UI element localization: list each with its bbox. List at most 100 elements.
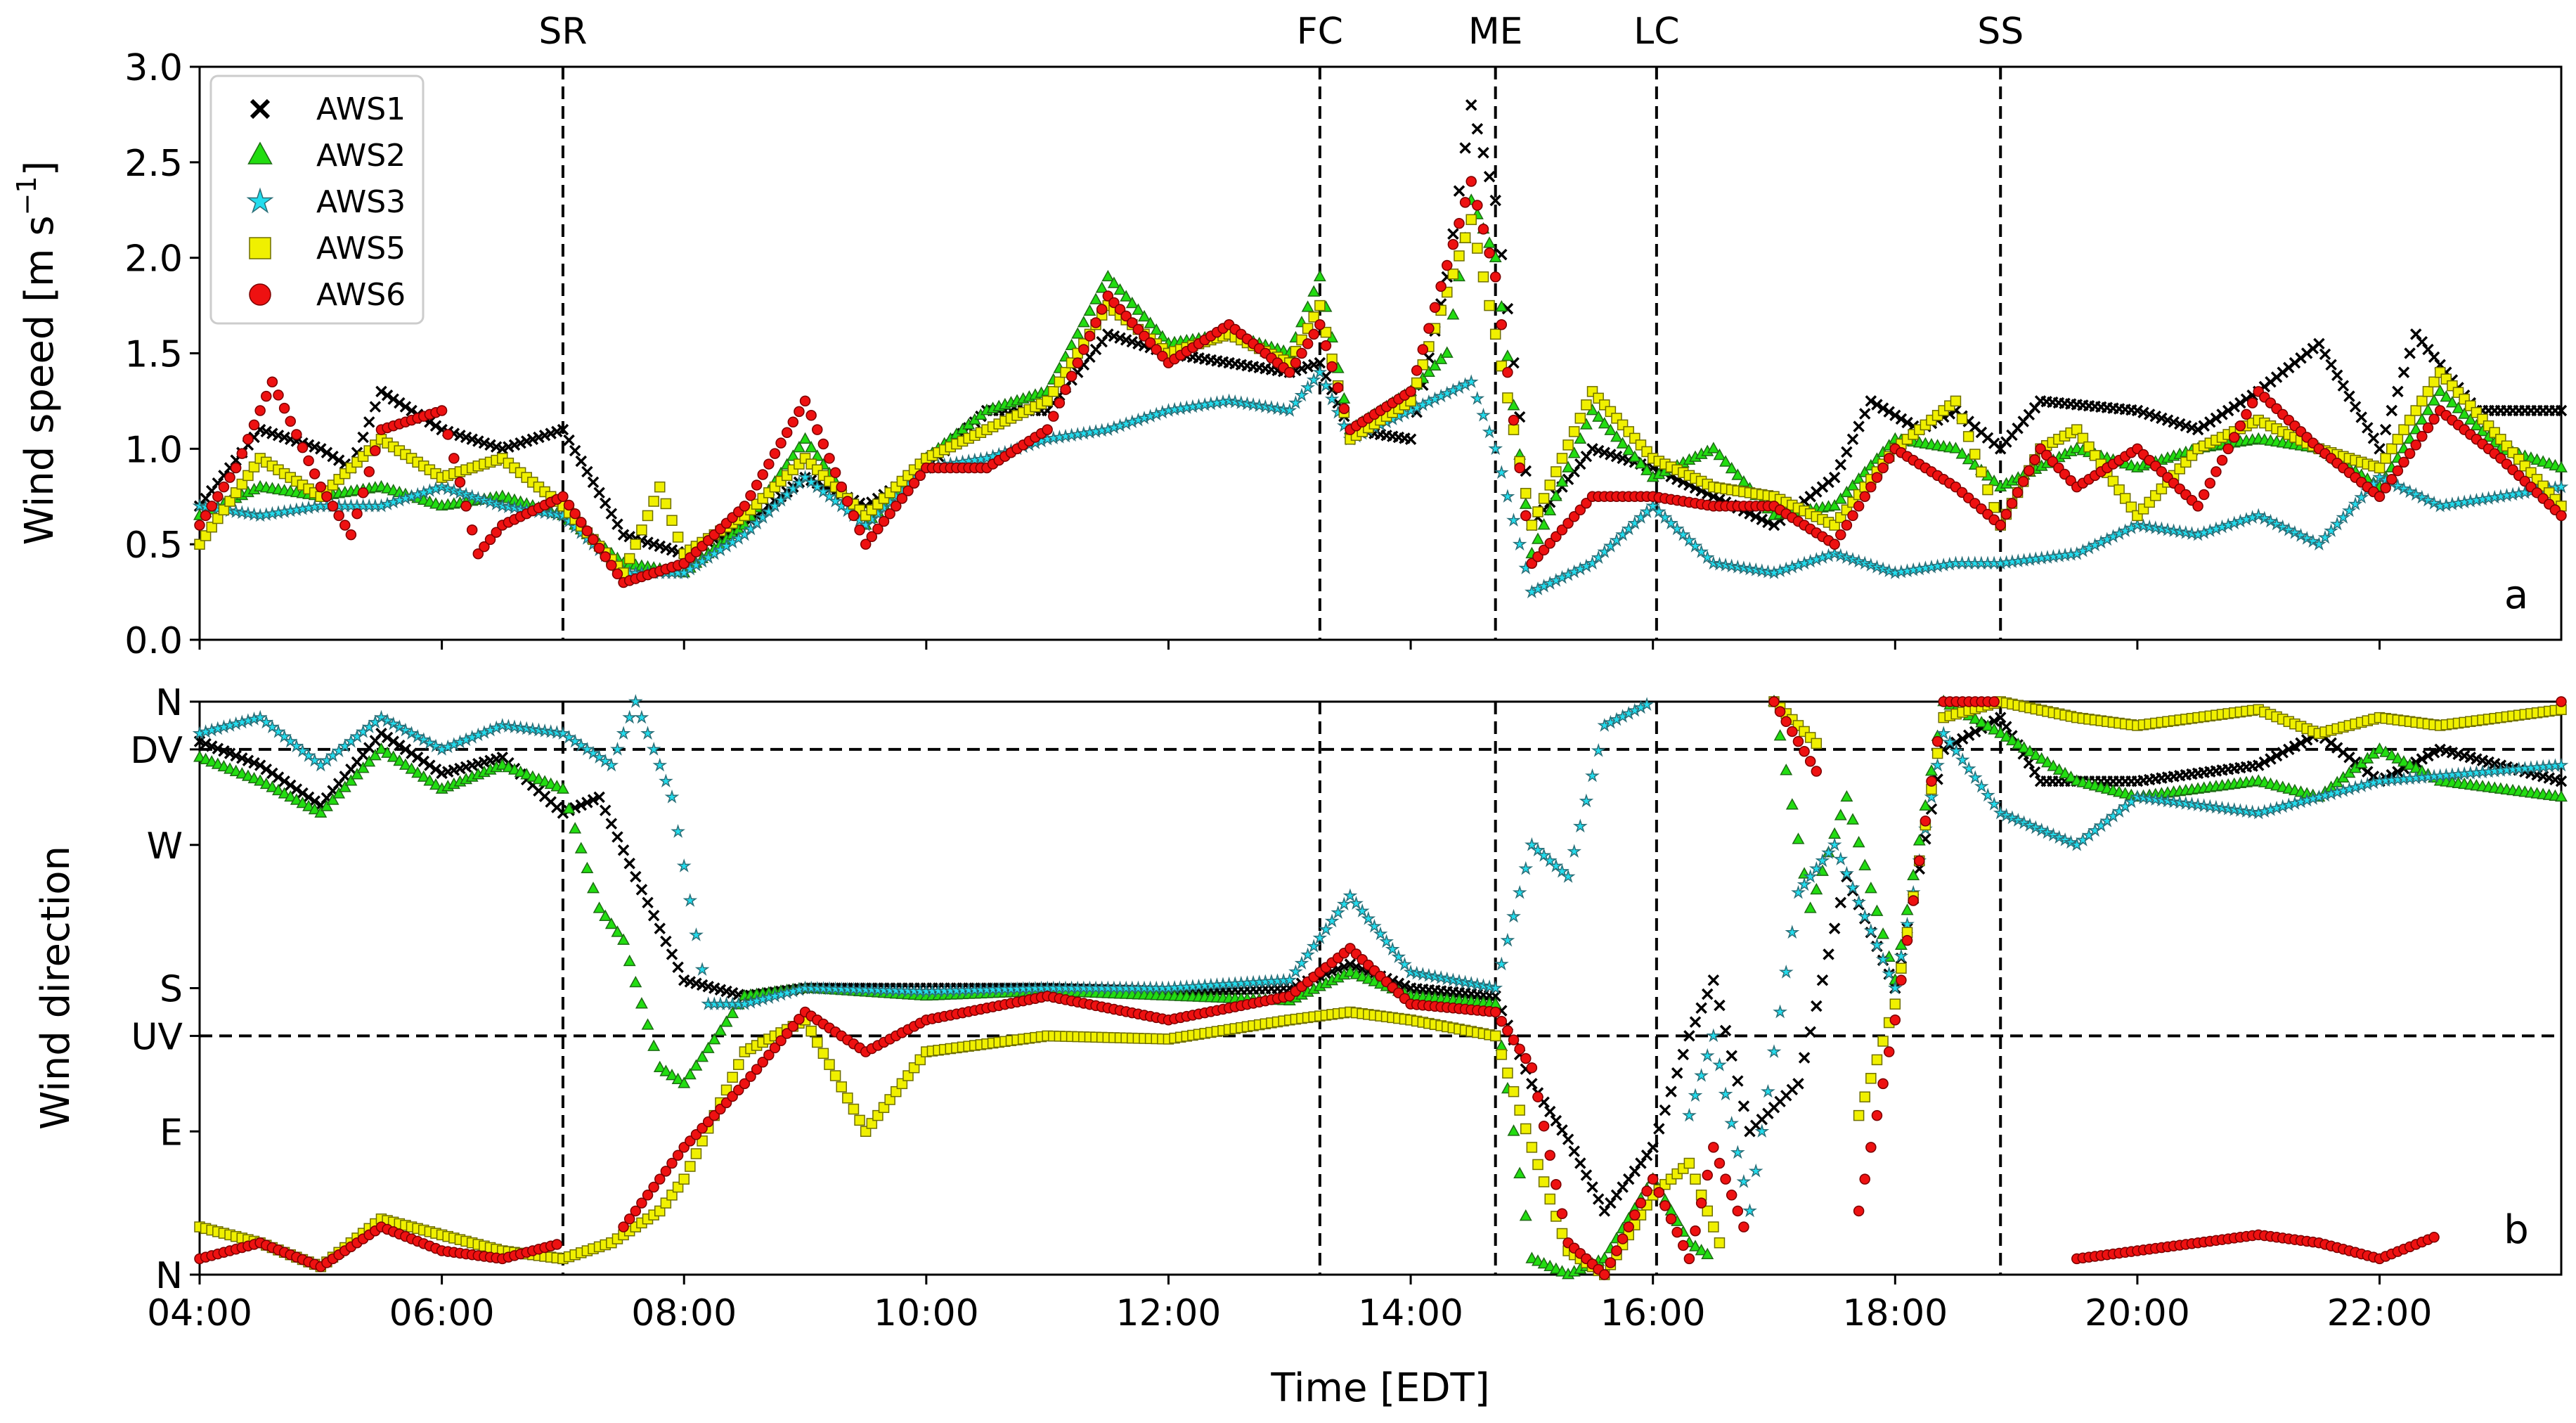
marker-aws3 [2342, 503, 2357, 517]
marker-aws2 [1338, 392, 1351, 404]
marker-aws6 [2404, 448, 2416, 459]
marker-aws6 [569, 508, 581, 520]
marker-aws2 [1792, 832, 1805, 844]
marker-aws1 [1489, 194, 1501, 207]
marker-aws1 [1574, 1157, 1586, 1169]
marker-aws6 [1774, 706, 1786, 717]
marker-aws5 [733, 1059, 744, 1070]
marker-aws5 [1581, 399, 1592, 411]
marker-aws2 [1313, 269, 1326, 282]
marker-aws1 [647, 909, 660, 922]
marker-aws3 [2312, 536, 2326, 551]
marker-aws3 [1488, 441, 1503, 456]
marker-aws5 [1314, 300, 1326, 311]
marker-aws3 [1724, 1115, 1740, 1130]
marker-aws5 [2077, 432, 2089, 444]
marker-aws3 [2305, 534, 2321, 548]
marker-aws5 [1454, 250, 1465, 262]
marker-aws2 [1785, 798, 1799, 810]
marker-aws5 [1683, 1157, 1695, 1169]
x-tick-label: 12:00 [1116, 1292, 1222, 1334]
marker-aws2 [1737, 475, 1750, 487]
marker-aws2 [1870, 904, 1884, 916]
marker-aws6 [1090, 317, 1101, 328]
marker-aws1 [1459, 142, 1471, 154]
marker-aws6 [829, 467, 841, 479]
marker-aws2 [1634, 457, 1648, 469]
marker-aws6 [261, 390, 272, 402]
marker-aws3 [1718, 1086, 1733, 1101]
marker-aws6 [593, 542, 605, 554]
marker-aws6 [2241, 408, 2252, 420]
marker-aws1 [2319, 348, 2331, 361]
marker-aws1 [611, 518, 623, 530]
marker-aws5 [1811, 738, 1823, 749]
marker-aws2 [1852, 472, 1865, 484]
marker-aws6 [751, 479, 763, 491]
marker-aws2 [1725, 461, 1738, 474]
marker-aws1 [617, 844, 630, 856]
marker-aws6 [775, 437, 787, 449]
marker-aws6 [1054, 397, 1066, 408]
marker-aws6 [2229, 432, 2240, 443]
marker-aws5 [1477, 271, 1489, 283]
marker-aws6 [2428, 413, 2440, 425]
marker-aws1 [666, 948, 678, 960]
marker-aws6 [781, 427, 793, 438]
marker-aws1 [1314, 356, 1326, 369]
marker-aws1 [1889, 409, 1901, 422]
marker-aws6 [2422, 422, 2434, 434]
marker-aws5 [218, 504, 230, 516]
marker-aws1 [1453, 185, 1465, 197]
marker-aws6 [1665, 1213, 1677, 1225]
marker-aws6 [1066, 371, 1077, 382]
legend-label-aws6: AWS6 [316, 277, 406, 313]
marker-aws1 [1640, 1149, 1653, 1161]
marker-aws3 [2396, 481, 2412, 496]
marker-aws2 [1144, 316, 1157, 328]
marker-aws3 [2329, 516, 2345, 531]
marker-aws2 [1719, 455, 1733, 467]
legend-label-aws3: AWS3 [316, 184, 406, 220]
marker-aws5 [642, 510, 654, 522]
marker-aws1 [387, 393, 399, 405]
marker-aws1 [2204, 416, 2216, 428]
marker-aws1 [1895, 413, 1908, 425]
marker-aws1 [369, 401, 382, 413]
marker-aws2 [1495, 1039, 1508, 1051]
x-tick-label: 16:00 [1600, 1292, 1706, 1334]
marker-aws3 [2414, 489, 2430, 504]
marker-aws5 [2374, 462, 2386, 474]
marker-aws1 [1858, 408, 1871, 420]
marker-aws3 [1500, 932, 1515, 947]
marker-aws2 [2452, 401, 2465, 413]
marker-aws3 [1282, 403, 1297, 417]
marker-aws3 [1773, 1004, 1787, 1019]
marker-aws2 [2428, 394, 2441, 406]
y-tick-label: UV [131, 1016, 183, 1058]
marker-aws2 [1780, 764, 1793, 775]
marker-aws1 [1871, 399, 1883, 411]
y-tick-label: 1.5 [124, 334, 183, 376]
marker-aws6 [442, 429, 453, 440]
marker-aws3 [1785, 925, 1800, 939]
marker-aws3 [1591, 742, 1606, 757]
marker-aws1 [1592, 1193, 1605, 1205]
panel-a-ylabel: Wind speed [m s−1] [11, 161, 63, 546]
marker-aws6 [1447, 238, 1459, 250]
marker-aws6 [860, 539, 872, 550]
panel-b-y-ticks: N E UV S W DV N [130, 682, 200, 1297]
marker-aws6 [2374, 491, 2386, 502]
marker-aws3 [676, 858, 692, 873]
marker-aws1 [1823, 948, 1834, 960]
marker-aws5 [623, 553, 635, 565]
marker-aws6 [1853, 1205, 1865, 1217]
marker-aws6 [339, 520, 351, 531]
marker-aws2 [1955, 447, 1969, 459]
marker-aws6 [2029, 454, 2040, 465]
marker-aws2 [810, 449, 824, 461]
marker-aws6 [2556, 696, 2567, 707]
marker-aws2 [1435, 352, 1448, 364]
marker-aws2 [1901, 903, 1914, 915]
marker-aws1 [1562, 1133, 1574, 1145]
